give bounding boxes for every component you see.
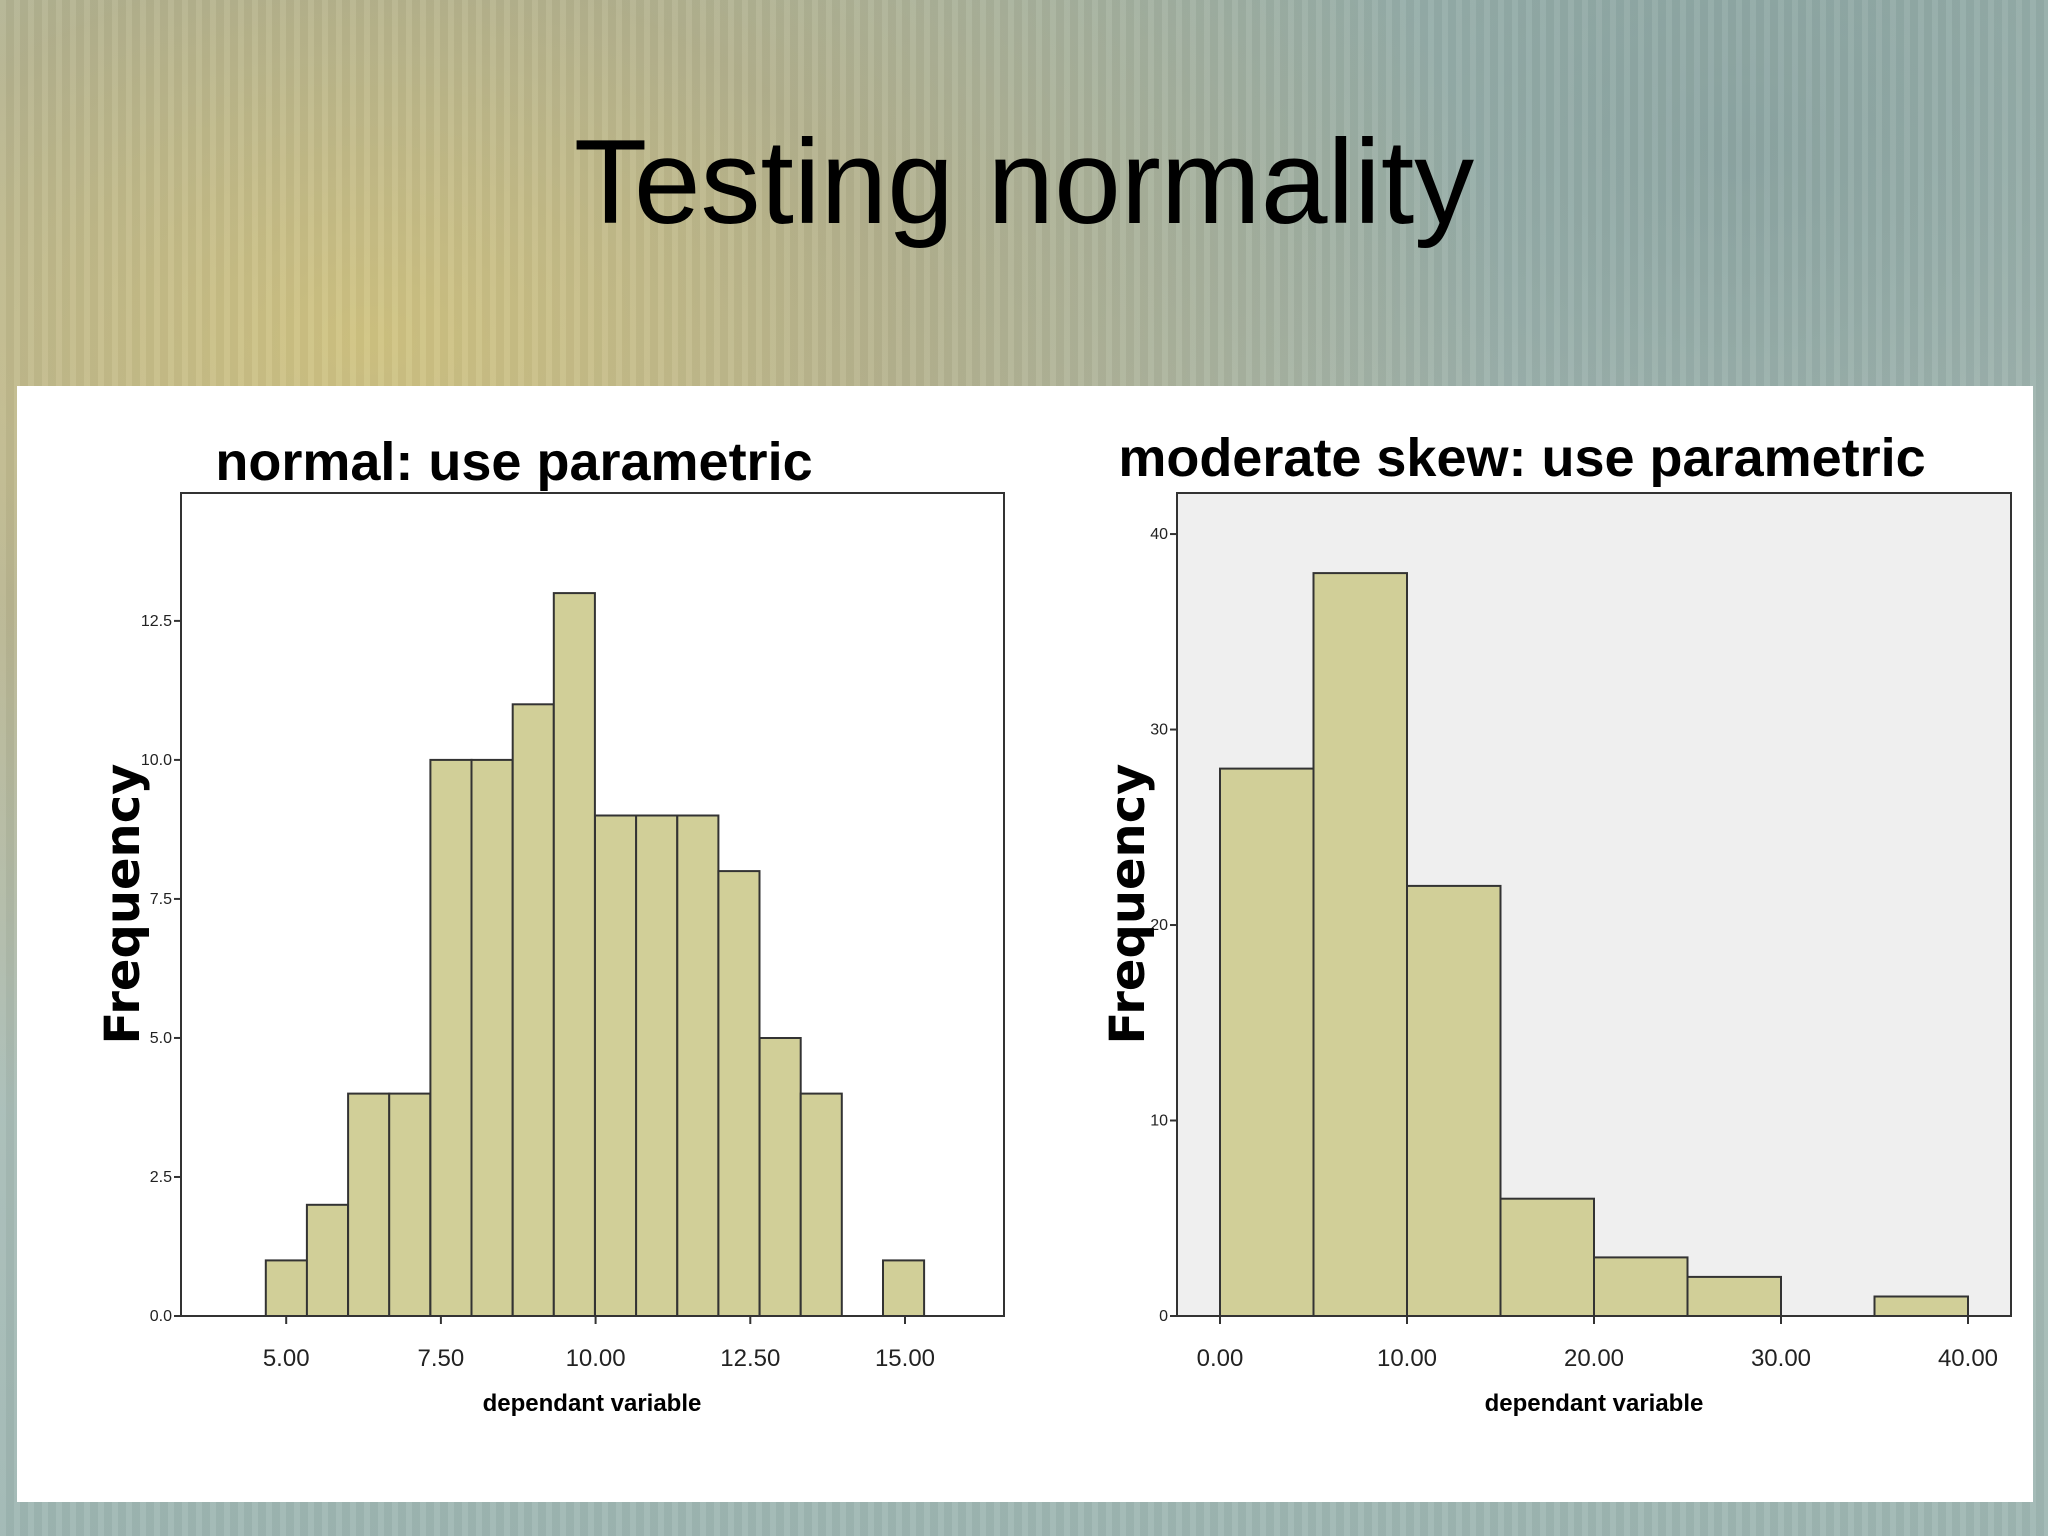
y-axis-normal: 0.0 2.5 5.0 7.5 10.0 12.5 xyxy=(141,613,181,1325)
y-tick-label: 40 xyxy=(1150,526,1168,543)
y-axis-label-normal: Frequency xyxy=(95,764,151,1045)
y-tick-label: 5.0 xyxy=(150,1030,172,1047)
x-tick-label: 0.00 xyxy=(1197,1345,1244,1372)
histogram-bar xyxy=(429,758,473,1317)
histogram-bar xyxy=(1593,1256,1689,1318)
histogram-bar xyxy=(305,1203,349,1318)
y-tick-label: 20 xyxy=(1150,917,1168,934)
x-tick-label: 12.50 xyxy=(720,1345,780,1372)
histogram-bar xyxy=(799,1092,843,1317)
y-tick-label: 0 xyxy=(1159,1308,1168,1325)
histogram-bar xyxy=(511,703,555,1317)
slide-title: Testing normality xyxy=(573,115,1475,249)
x-tick-label: 10.00 xyxy=(1377,1345,1437,1372)
histogram-bar xyxy=(594,814,638,1317)
x-tick-label: 30.00 xyxy=(1751,1345,1811,1372)
histogram-bar xyxy=(717,870,761,1317)
x-axis-moderate-skew: 0.00 10.00 20.00 30.00 40.00 xyxy=(1197,1316,1998,1372)
y-tick-label: 0.0 xyxy=(150,1308,172,1325)
x-tick-label: 10.00 xyxy=(566,1345,626,1372)
y-tick-label: 7.5 xyxy=(150,891,172,908)
x-tick-label: 15.00 xyxy=(875,1345,935,1372)
bars-moderate-skew xyxy=(1219,572,1969,1318)
histogram-bar xyxy=(470,758,514,1317)
chart-moderate-skew: moderate skew: use parametric 010203040 … xyxy=(1100,428,2012,1417)
y-tick-label: 10 xyxy=(1150,1113,1168,1130)
histogram-bar xyxy=(1499,1197,1595,1317)
bars-normal xyxy=(264,592,926,1318)
x-tick-label: 5.00 xyxy=(263,1345,310,1372)
histogram-bar xyxy=(347,1092,391,1317)
x-tick-label: 7.50 xyxy=(418,1345,465,1372)
y-tick-label: 2.5 xyxy=(150,1169,172,1186)
histogram-bar xyxy=(882,1259,926,1318)
y-axis-moderate-skew: 0 10 20 30 40 xyxy=(1150,526,1177,1325)
histogram-bar xyxy=(264,1259,308,1318)
histogram-bar xyxy=(635,814,679,1317)
y-axis-label-moderate-skew: Frequency xyxy=(1100,764,1156,1045)
x-tick-label: 20.00 xyxy=(1564,1345,1624,1372)
histogram-bar xyxy=(1686,1275,1782,1318)
x-tick-label: 40.00 xyxy=(1938,1345,1998,1372)
histogram-bar xyxy=(1219,767,1315,1317)
histogram-bar xyxy=(552,592,596,1317)
x-axis-label-normal: dependant variable xyxy=(483,1390,702,1417)
y-tick-label: 10.0 xyxy=(141,752,172,769)
x-axis-label-moderate-skew: dependant variable xyxy=(1485,1390,1704,1417)
y-tick-label: 30 xyxy=(1150,722,1168,739)
y-tick-label: 12.5 xyxy=(141,613,172,630)
chart-title-moderate-skew: moderate skew: use parametric xyxy=(1118,428,1925,488)
x-axis-normal: 5.00 7.50 10.00 12.50 15.00 xyxy=(263,1316,935,1372)
histogram-bar xyxy=(1873,1295,1969,1317)
histogram-bar xyxy=(1312,572,1408,1317)
chart-normal: normal: use parametric 0.0 2.5 5.0 7.5 10.0 1… xyxy=(95,432,1005,1417)
chart-title-normal: normal: use parametric xyxy=(215,432,812,492)
histogram-bar xyxy=(388,1092,432,1317)
histogram-bar xyxy=(1406,884,1502,1318)
histogram-bar xyxy=(676,814,720,1317)
histogram-bar xyxy=(758,1037,802,1317)
